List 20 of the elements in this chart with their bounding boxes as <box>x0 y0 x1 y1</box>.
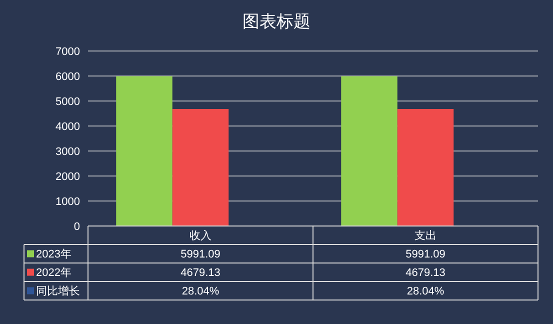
legend-label: 同比增长 <box>36 284 80 298</box>
y-tick-label: 1000 <box>56 196 80 208</box>
data-label: 28.04% <box>182 286 220 298</box>
data-label: 28.04% <box>406 286 444 298</box>
legend-label: 2022年 <box>36 267 72 280</box>
data-label: 4679.13 <box>406 267 446 280</box>
y-tick-label: 7000 <box>56 46 80 58</box>
legend-label: 2023年 <box>36 248 72 261</box>
data-label: 5991.09 <box>180 248 220 261</box>
y-tick-label: 4000 <box>56 120 80 133</box>
y-tick-label: 6000 <box>56 70 80 83</box>
chart-title: 图表标题 <box>242 12 310 31</box>
y-tick-label: 2000 <box>56 170 80 183</box>
y-tick-label: 5000 <box>56 96 80 108</box>
x-tick-label: 收入 <box>190 229 212 242</box>
data-label: 5991.09 <box>406 248 446 261</box>
y-tick-label: 3000 <box>56 146 80 158</box>
x-tick-label: 支出 <box>414 229 436 242</box>
y-tick-label: 0 <box>74 220 80 233</box>
data-label: 4679.13 <box>180 267 220 280</box>
